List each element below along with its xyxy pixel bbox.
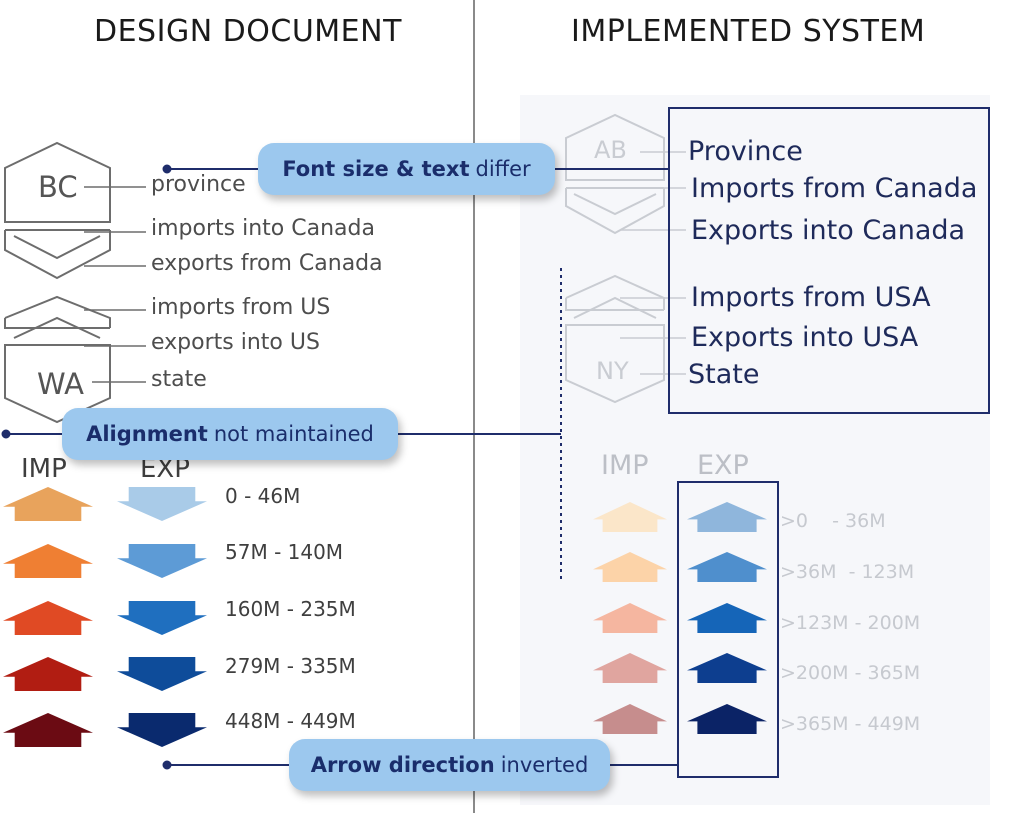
implemented-system-panel — [520, 95, 990, 805]
implemented-exp-arrow-2 — [687, 552, 767, 582]
implemented-range-3: >123M - 200M — [780, 612, 921, 634]
implemented-ny-hexagon-icon — [565, 274, 665, 404]
implemented-ab-hexagon-icon — [565, 113, 665, 235]
implemented-imp-arrow-3 — [593, 603, 667, 633]
implemented-imp-arrow-2 — [593, 552, 667, 582]
implemented-imp-arrow-4 — [593, 653, 667, 683]
implemented-range-2: >36M - 123M — [780, 561, 915, 583]
implemented-label-state: State — [688, 359, 760, 390]
design-range-4: 279M - 335M — [225, 654, 356, 678]
design-range-1: 0 - 46M — [225, 484, 301, 508]
implemented-imp-arrow-5 — [593, 704, 667, 734]
implemented-imp-header: IMP — [601, 450, 649, 481]
alignment-callout-rest: not maintained — [213, 422, 374, 446]
implemented-label-province: Province — [688, 136, 803, 167]
font-callout-rest: differ — [475, 157, 531, 181]
design-label-imports-us: imports from US — [151, 295, 331, 320]
font-difference-callout: Font size & text differ — [258, 143, 555, 195]
implemented-label-imports-canada: Imports from Canada — [691, 173, 978, 204]
font-callout-bold: Font size & text — [282, 157, 470, 181]
design-wa-hexagon-icon — [4, 295, 111, 424]
implemented-exp-arrow-5 — [687, 704, 767, 734]
design-label-state: state — [151, 367, 207, 392]
design-exp-arrow-4 — [117, 657, 207, 691]
design-range-5: 448M - 449M — [225, 709, 356, 733]
design-label-province: province — [151, 172, 246, 197]
design-imp-arrow-2 — [3, 544, 93, 578]
arrow-callout-rest: inverted — [500, 753, 589, 777]
callout-leaders — [1, 164, 678, 770]
implemented-exp-arrow-4 — [687, 653, 767, 683]
design-label-exports-us: exports into US — [151, 330, 320, 355]
implemented-exp-arrow-1 — [687, 502, 767, 532]
implemented-exp-arrow-3 — [687, 603, 767, 633]
design-exp-arrow-3 — [117, 601, 207, 635]
implemented-range-4: >200M - 365M — [780, 662, 921, 684]
design-imp-arrow-3 — [3, 601, 93, 635]
design-label-leaders — [84, 186, 146, 383]
implemented-bottom-hex-label: NY — [596, 357, 629, 385]
design-exp-arrow-5 — [117, 713, 207, 747]
implemented-label-leaders — [620, 151, 686, 375]
design-document-heading: DESIGN DOCUMENT — [94, 14, 402, 49]
alignment-callout: Alignment not maintained — [62, 408, 398, 460]
arrow-callout-bold: Arrow direction — [310, 753, 495, 777]
implemented-range-5: >365M - 449M — [780, 713, 921, 735]
implemented-imp-arrow-1 — [593, 502, 667, 532]
design-imp-arrow-5 — [3, 713, 93, 747]
implemented-exp-header: EXP — [697, 450, 749, 481]
design-imp-arrow-4 — [3, 657, 93, 691]
center-divider — [473, 0, 475, 813]
implemented-range-1: >0 - 36M — [780, 510, 886, 532]
arrow-direction-callout: Arrow direction inverted — [289, 739, 610, 791]
implemented-label-imports-usa: Imports from USA — [691, 282, 931, 313]
design-bottom-hex-label: WA — [37, 367, 84, 401]
design-exp-arrow-1 — [117, 487, 207, 521]
design-legend-arrows — [3, 487, 207, 747]
implemented-exp-column-box — [677, 481, 779, 778]
design-imp-header: IMP — [21, 454, 67, 484]
implemented-label-exports-canada: Exports into Canada — [691, 215, 966, 246]
implemented-system-heading: IMPLEMENTED SYSTEM — [571, 14, 926, 49]
design-exp-arrow-2 — [117, 544, 207, 578]
design-top-hex-label: BC — [38, 170, 78, 204]
design-range-3: 160M - 235M — [225, 597, 356, 621]
design-label-exports-canada: exports from Canada — [151, 251, 383, 276]
implemented-labels-box — [668, 107, 990, 414]
design-range-2: 57M - 140M — [225, 540, 344, 564]
implemented-legend-arrows — [593, 502, 767, 734]
design-bc-hexagon-icon — [4, 141, 111, 280]
implemented-top-hex-label: AB — [594, 136, 627, 164]
design-label-imports-canada: imports into Canada — [151, 216, 375, 241]
implemented-label-exports-usa: Exports into USA — [691, 322, 919, 353]
design-imp-arrow-1 — [3, 487, 93, 521]
alignment-callout-bold: Alignment — [86, 422, 208, 446]
